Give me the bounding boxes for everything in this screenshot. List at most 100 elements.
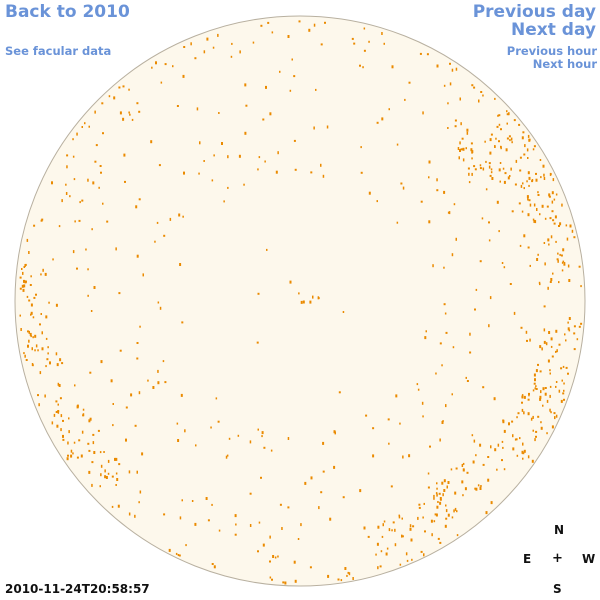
- facula-point: [381, 535, 384, 538]
- facula-point: [522, 182, 524, 185]
- facula-point: [495, 137, 497, 140]
- facula-point: [526, 195, 529, 199]
- facula-point: [56, 424, 59, 428]
- facula-point: [442, 420, 444, 423]
- facula-point: [95, 144, 98, 147]
- facula-point: [556, 258, 559, 261]
- facula-point: [213, 565, 216, 569]
- facula-point: [578, 325, 581, 328]
- facula-point: [141, 452, 144, 456]
- facula-point: [155, 61, 157, 65]
- facula-point: [508, 112, 510, 116]
- facula-point: [182, 74, 185, 78]
- facula-point: [62, 434, 64, 438]
- facula-point: [551, 425, 554, 429]
- facula-point: [481, 217, 484, 220]
- facula-point: [494, 448, 497, 452]
- facula-point: [527, 246, 530, 249]
- facula-point: [527, 398, 530, 401]
- facula-point: [490, 171, 493, 174]
- facula-point: [471, 157, 473, 160]
- facula-point: [68, 430, 70, 434]
- facula-point: [459, 149, 461, 152]
- facula-point: [38, 403, 40, 407]
- next-hour-link[interactable]: Next hour: [532, 57, 597, 71]
- facula-point: [439, 541, 442, 544]
- facula-point: [568, 329, 571, 332]
- facula-point: [544, 387, 547, 389]
- facula-point: [313, 126, 315, 130]
- facula-point: [176, 105, 179, 107]
- facula-point: [451, 253, 454, 257]
- facula-point: [310, 171, 313, 174]
- facula-point: [70, 449, 73, 453]
- previous-hour-link[interactable]: Previous hour: [506, 44, 597, 58]
- facula-point: [72, 250, 75, 254]
- facula-point: [115, 457, 118, 461]
- facula-point: [164, 381, 167, 384]
- facula-point: [102, 202, 104, 205]
- facula-point: [309, 300, 312, 304]
- facula-point: [553, 412, 556, 415]
- facula-point: [443, 266, 445, 269]
- facula-point: [532, 415, 534, 419]
- facula-point: [228, 437, 231, 440]
- facula-point: [32, 316, 35, 319]
- facula-point: [210, 426, 212, 429]
- facula-point: [436, 487, 438, 490]
- facula-point: [183, 46, 186, 48]
- facula-point: [215, 397, 218, 400]
- facula-point: [451, 516, 454, 519]
- facula-point: [436, 482, 438, 485]
- facula-point: [230, 55, 233, 58]
- facula-point: [485, 160, 487, 163]
- facula-point: [183, 171, 185, 175]
- facula-point: [523, 153, 526, 156]
- facula-point: [550, 345, 553, 348]
- facula-point: [529, 203, 532, 207]
- facula-point: [45, 365, 47, 368]
- facula-point: [293, 75, 296, 78]
- facula-point: [156, 221, 159, 224]
- facula-point: [562, 365, 565, 368]
- facula-point: [488, 324, 490, 328]
- back-to-year-link[interactable]: Back to 2010: [5, 2, 130, 22]
- facula-point: [347, 571, 349, 574]
- facula-point: [473, 165, 476, 168]
- facula-point: [234, 533, 237, 536]
- facula-point: [527, 171, 530, 175]
- next-day-link[interactable]: Next day: [511, 20, 596, 40]
- facula-point: [523, 234, 526, 238]
- see-facular-data-link[interactable]: See facular data: [5, 44, 112, 58]
- facula-point: [474, 308, 476, 311]
- facula-point: [98, 186, 100, 189]
- facula-point: [534, 378, 536, 382]
- facula-point: [526, 339, 528, 342]
- facula-point: [511, 210, 514, 213]
- facula-point: [462, 462, 465, 465]
- facula-point: [258, 156, 261, 159]
- facula-point: [439, 342, 442, 345]
- facula-point: [419, 52, 422, 55]
- facula-point: [479, 443, 482, 447]
- facula-point: [388, 442, 390, 445]
- facula-point: [555, 240, 557, 243]
- previous-day-link[interactable]: Previous day: [472, 2, 596, 22]
- facula-point: [549, 369, 551, 372]
- facula-point: [538, 281, 541, 284]
- facula-point: [380, 550, 383, 553]
- facula-point: [552, 219, 555, 222]
- facula-point: [108, 95, 111, 98]
- facula-point: [368, 191, 371, 195]
- facula-point: [152, 386, 155, 389]
- facula-point: [433, 496, 435, 500]
- facula-point: [74, 384, 76, 387]
- facula-point: [562, 392, 565, 395]
- facula-point: [512, 447, 515, 451]
- facula-point: [112, 424, 114, 427]
- facula-point: [422, 415, 424, 418]
- facula-point: [70, 454, 73, 458]
- facula-point: [65, 192, 68, 195]
- facula-point: [177, 439, 180, 442]
- facula-point: [213, 154, 215, 157]
